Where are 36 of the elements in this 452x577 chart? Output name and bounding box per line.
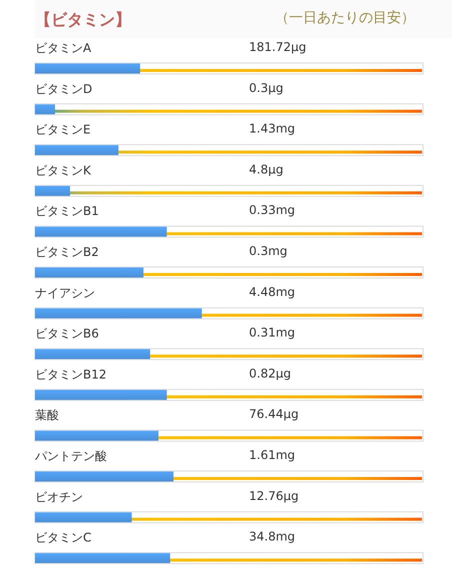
- text: 0.33mg: [249, 203, 296, 218]
- y-tick-label: ビオチン: [35, 490, 83, 504]
- y-tick-label: ビタミンD: [35, 82, 92, 96]
- y-tick-label: ビタミンB12: [35, 367, 107, 382]
- text: 76.44μg: [249, 407, 299, 422]
- bar: [35, 186, 70, 196]
- y-tick-label: パントテン酸: [34, 449, 107, 463]
- y-tick-label: ビタミンB1: [35, 204, 99, 218]
- text: 0.82μg: [249, 366, 291, 380]
- bar: [35, 349, 150, 360]
- text: 1.43mg: [249, 122, 296, 136]
- text: 0.3mg: [249, 244, 288, 258]
- text: （一日あたりの目安）: [275, 10, 415, 26]
- y-tick-label: ビタミンA: [35, 41, 92, 55]
- y-tick-label: ビタミンB6: [35, 326, 99, 341]
- text: 4.48mg: [249, 284, 296, 299]
- bar: [35, 104, 56, 114]
- text: 0.3μg: [249, 80, 284, 95]
- y-tick-label: ビタミンE: [35, 122, 91, 137]
- text: 12.76μg: [249, 488, 299, 503]
- text: 4.8μg: [249, 162, 284, 176]
- y-tick-label: ビタミンB2: [35, 245, 99, 259]
- text: 34.8mg: [249, 530, 296, 544]
- y-tick-label: ビタミンC: [35, 530, 92, 545]
- text: 181.72μg: [249, 40, 306, 54]
- chart-title: 【ビタミン】: [35, 10, 131, 29]
- bar: [35, 145, 118, 156]
- y-tick-label: 葉酸: [35, 408, 59, 422]
- y-tick-label: ナイアシン: [35, 286, 95, 300]
- bar: [35, 430, 158, 441]
- bar: [35, 512, 132, 522]
- text: 1.61mg: [249, 448, 296, 462]
- bar: [35, 268, 144, 278]
- y-tick-label: ビタミンK: [35, 163, 92, 178]
- bar: [35, 64, 140, 74]
- text: 0.31mg: [249, 326, 296, 340]
